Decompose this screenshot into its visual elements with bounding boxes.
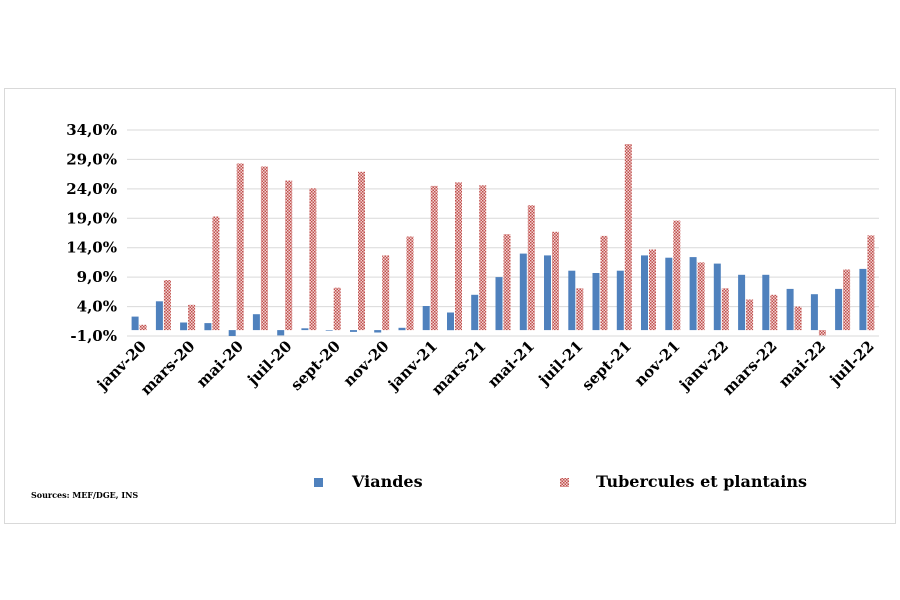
- bar-tubercules: [673, 220, 681, 331]
- y-tick-label: -1,0%: [70, 327, 117, 345]
- bar-viandes: [155, 301, 163, 331]
- bar-viandes: [301, 328, 309, 331]
- bar-tubercules: [455, 182, 462, 331]
- x-tick-label: mai-22: [775, 337, 829, 391]
- bar-tubercules: [527, 205, 535, 331]
- bar-tubercules: [843, 269, 851, 331]
- bar-tubercules: [139, 324, 147, 331]
- y-tick-label: 29,0%: [66, 150, 117, 168]
- bar-viandes: [495, 277, 503, 331]
- bar-viandes: [592, 273, 600, 331]
- x-tick-label: mai-20: [193, 337, 247, 391]
- bars: [131, 144, 875, 336]
- bar-viandes: [180, 322, 188, 331]
- bar-tubercules: [479, 185, 487, 331]
- bar-viandes: [519, 253, 527, 331]
- legend-label-viandes: Viandes: [351, 472, 423, 491]
- chart-frame: 34,0% 29,0% 24,0% 19,0% 14,0% 9,0% 4,0% -1,0% j…: [4, 88, 896, 524]
- bar-viandes: [398, 327, 406, 331]
- bar-tubercules: [600, 235, 608, 331]
- bar-viandes: [568, 270, 576, 331]
- bar-viandes: [471, 294, 479, 331]
- y-axis-ticks: 34,0% 29,0% 24,0% 19,0% 14,0% 9,0% 4,0% -1,0%: [66, 121, 117, 345]
- legend-label-tubercules: Tubercules et plantains: [596, 472, 807, 491]
- bar-viandes: [252, 314, 260, 331]
- y-tick-label: 4,0%: [77, 298, 117, 316]
- bar-tubercules: [309, 188, 317, 331]
- bar-tubercules: [818, 330, 826, 336]
- bar-viandes: [665, 257, 673, 331]
- x-tick-label: sept-20: [287, 337, 344, 394]
- bar-viandes: [131, 316, 139, 331]
- bar-viandes: [786, 288, 794, 331]
- bar-viandes: [228, 330, 236, 336]
- bar-viandes: [810, 294, 818, 331]
- legend-swatch-tubercules: [560, 478, 569, 487]
- bar-tubercules: [697, 262, 705, 331]
- bar-viandes: [713, 263, 721, 331]
- bar-tubercules: [746, 299, 754, 331]
- x-tick-label: sept-21: [578, 337, 635, 394]
- bar-tubercules: [260, 166, 268, 331]
- bar-viandes: [738, 274, 746, 331]
- bar-tubercules: [867, 235, 875, 331]
- bar-tubercules: [358, 171, 365, 331]
- x-axis-ticks: janv-20mars-20mai-20juil-20sept-20nov-20…: [92, 337, 878, 399]
- bar-tubercules: [236, 163, 244, 331]
- bar-viandes: [544, 255, 551, 331]
- bar-tubercules: [188, 304, 196, 331]
- source-note: Sources: MEF/DGE, INS: [31, 490, 138, 500]
- bar-viandes: [325, 330, 333, 331]
- bar-tubercules: [212, 216, 220, 331]
- y-tick-label: 34,0%: [66, 121, 117, 139]
- y-tick-label: 9,0%: [77, 268, 117, 286]
- y-tick-label: 14,0%: [66, 239, 117, 257]
- bar-viandes: [859, 268, 867, 331]
- bar-tubercules: [503, 234, 511, 331]
- bar-tubercules: [770, 294, 778, 331]
- y-tick-label: 19,0%: [66, 209, 117, 227]
- bar-viandes: [422, 306, 430, 331]
- bar-tubercules: [794, 306, 802, 331]
- bar-viandes: [689, 257, 697, 331]
- bar-viandes: [762, 274, 770, 331]
- bar-viandes: [350, 330, 357, 332]
- grid-lines: [127, 129, 879, 337]
- bar-viandes: [616, 270, 624, 331]
- bar-tubercules: [624, 144, 632, 331]
- bar-tubercules: [552, 231, 559, 331]
- y-tick-label: 24,0%: [66, 180, 117, 198]
- bar-viandes: [277, 330, 285, 336]
- bar-viandes: [641, 255, 648, 331]
- bar-viandes: [204, 323, 212, 331]
- bar-tubercules: [430, 185, 438, 331]
- legend: Viandes Tubercules et plantains: [314, 472, 807, 491]
- bar-tubercules: [382, 255, 390, 331]
- bar-tubercules: [333, 287, 341, 331]
- x-tick-label: juil-22: [825, 337, 878, 390]
- bar-tubercules: [285, 180, 293, 331]
- x-tick-label: mai-21: [484, 337, 538, 391]
- bar-tubercules: [576, 288, 584, 331]
- bar-viandes: [374, 330, 382, 333]
- bar-tubercules: [721, 288, 729, 331]
- bar-viandes: [447, 312, 454, 331]
- bar-tubercules: [649, 249, 656, 331]
- legend-swatch-viandes: [314, 478, 323, 487]
- bar-chart: 34,0% 29,0% 24,0% 19,0% 14,0% 9,0% 4,0% -1,0% j…: [31, 121, 879, 500]
- bar-tubercules: [406, 236, 414, 331]
- bar-viandes: [835, 288, 843, 331]
- bar-tubercules: [163, 280, 171, 331]
